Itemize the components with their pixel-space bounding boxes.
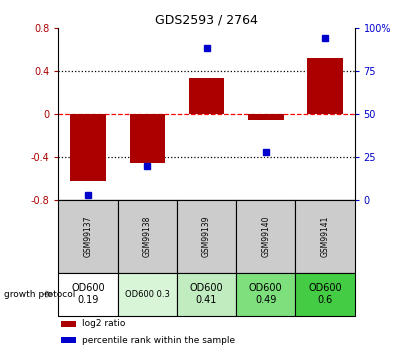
Bar [129, 114, 165, 164]
Title: GDS2593 / 2764: GDS2593 / 2764 [155, 13, 258, 27]
Bar [58, 200, 118, 273]
Text: GSM99141: GSM99141 [320, 216, 330, 257]
Text: GSM99137: GSM99137 [83, 216, 93, 257]
Text: GSM99138: GSM99138 [143, 216, 152, 257]
Bar [177, 200, 236, 273]
Text: OD600
0.19: OD600 0.19 [71, 283, 105, 305]
Text: OD600
0.41: OD600 0.41 [190, 283, 223, 305]
Bar [236, 273, 295, 316]
Bar [236, 200, 295, 273]
Bar [58, 273, 118, 316]
Bar [70, 114, 106, 181]
Text: GSM99139: GSM99139 [202, 216, 211, 257]
Bar [307, 58, 343, 114]
Text: GSM99140: GSM99140 [261, 216, 270, 257]
Bar [118, 200, 177, 273]
Text: percentile rank within the sample: percentile rank within the sample [82, 336, 235, 345]
Text: log2 ratio: log2 ratio [82, 319, 125, 328]
Text: OD600 0.3: OD600 0.3 [125, 289, 170, 299]
Text: OD600
0.6: OD600 0.6 [308, 283, 342, 305]
Bar [61, 337, 76, 343]
Bar [295, 273, 355, 316]
Text: growth protocol: growth protocol [4, 289, 75, 299]
Bar [248, 114, 284, 120]
Bar [177, 273, 236, 316]
Bar [118, 273, 177, 316]
Text: OD600
0.49: OD600 0.49 [249, 283, 283, 305]
Bar [61, 321, 76, 326]
Bar [189, 78, 224, 114]
Bar [295, 200, 355, 273]
